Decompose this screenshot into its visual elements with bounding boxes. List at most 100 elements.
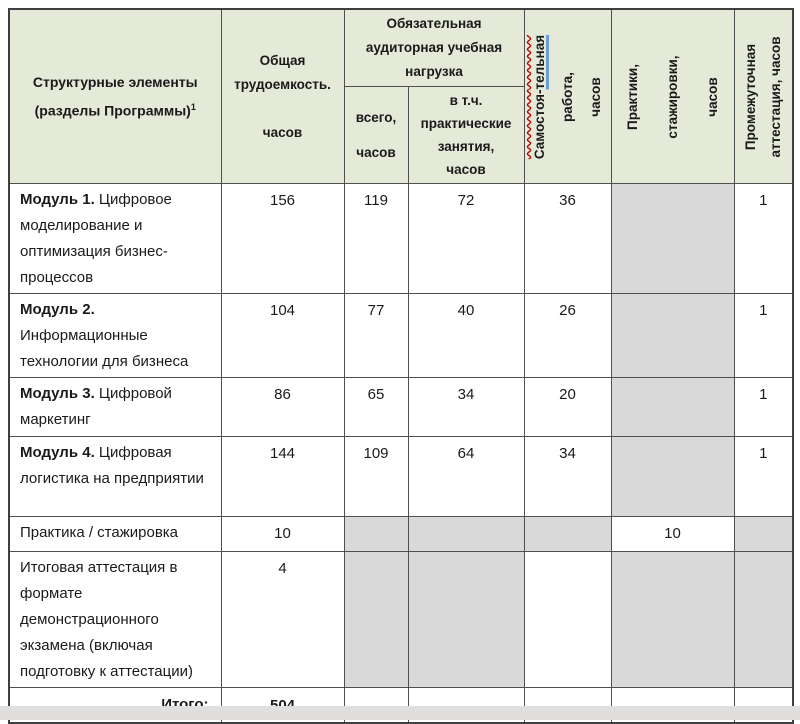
cell-module-2-practice-shaded[interactable] (610, 293, 735, 378)
col-header-classroom-practical[interactable]: в т.ч. практические занятия, часов (407, 86, 525, 184)
cell-practice-hours[interactable]: 10 (610, 516, 735, 552)
value: 109 (363, 445, 389, 462)
value: 10 (664, 525, 681, 542)
module-4-name: Цифровая логистика на предприятии (20, 444, 204, 487)
cell-module-3-total[interactable]: 86 (220, 377, 345, 437)
value: 144 (269, 445, 296, 462)
cell-practice-total[interactable]: 10 (220, 516, 345, 552)
cell-module-1-self[interactable]: 36 (523, 183, 612, 294)
header-row-sub: всего, часов в т.ч. практические занятия… (9, 86, 793, 184)
module-1-number: Модуль 1. (20, 191, 95, 208)
cell-module-1-practice-shaded[interactable] (610, 183, 735, 294)
cell-module-4-total[interactable]: 144 (220, 436, 345, 517)
table-row-module-4: Модуль 4. Цифровая логистика на предприя… (8, 436, 794, 517)
value: 119 (364, 192, 388, 209)
cell-module-4-interim[interactable]: 1 (733, 436, 794, 517)
value: 64 (457, 445, 475, 462)
table-row-practice: Практика / стажировка 10 10 (8, 516, 794, 552)
cell-module-3-interim[interactable]: 1 (733, 377, 794, 437)
module-1-name: Цифровое моделирование и оптимизация биз… (20, 191, 172, 286)
table-row-module-1: Модуль 1. Цифровое моделирование и оптим… (8, 183, 794, 294)
cell-practice-aud-total-shaded[interactable] (343, 516, 409, 552)
cell-practice-title[interactable]: Практика / стажировка (8, 516, 222, 552)
col-header-interim-attestation[interactable]: Промежуточная аттестация, часов (733, 8, 794, 184)
cell-module-2-self[interactable]: 26 (523, 293, 612, 378)
window-bottom-strip (0, 706, 800, 720)
value: 86 (274, 386, 291, 403)
table-row-final-attestation: Итоговая аттестация в формате демонстрац… (8, 551, 794, 688)
cell-module-4-aud-total[interactable]: 109 (343, 436, 409, 517)
cell-module-4-self[interactable]: 34 (523, 436, 612, 517)
col-header-structural-elements[interactable]: Структурные элементы (разделы Программы)… (8, 8, 222, 184)
col-header-classroom-load-group[interactable]: Обязательная аудиторная учебная нагрузка (343, 8, 525, 87)
cell-module-1-interim[interactable]: 1 (733, 183, 794, 294)
col-header-classroom-total[interactable]: всего, часов (343, 86, 409, 184)
value: 34 (457, 386, 475, 403)
module-4-number: Модуль 4. (20, 444, 95, 461)
table-row-module-2: Модуль 2. Информационные технологии для … (8, 293, 794, 378)
cell-module-2-title[interactable]: Модуль 2. Информационные технологии для … (8, 293, 222, 378)
col-header-total-workload[interactable]: Общая трудоемкость. часов (220, 8, 345, 184)
cell-final-practice-shaded[interactable] (610, 551, 735, 688)
cell-final-attestation-total[interactable]: 4 (220, 551, 345, 688)
value: 40 (457, 302, 475, 319)
grammar-blue-underline: тельная (531, 34, 547, 89)
cell-practice-aud-pract-shaded[interactable] (407, 516, 525, 552)
cell-final-aud-pract-shaded[interactable] (407, 551, 525, 688)
value: 72 (457, 192, 475, 209)
value: 65 (367, 386, 385, 403)
footnote-marker: 1 (190, 101, 196, 112)
value: 1 (759, 302, 768, 319)
final-attestation-label: Итоговая аттестация в формате демонстрац… (20, 559, 193, 680)
value: 4 (278, 560, 287, 577)
col-header-classroom-total-label: всего, часов (355, 110, 397, 160)
cell-module-1-title[interactable]: Модуль 1. Цифровое моделирование и оптим… (8, 183, 222, 294)
cell-module-3-practice-shaded[interactable] (610, 377, 735, 437)
table-row-total: Итого: 504 (8, 687, 794, 723)
cell-final-interim-shaded[interactable] (733, 551, 794, 688)
cell-module-4-aud-pract[interactable]: 64 (407, 436, 525, 517)
cell-module-1-total[interactable]: 156 (220, 183, 345, 294)
cell-final-self[interactable] (523, 551, 612, 688)
cell-practice-interim-shaded[interactable] (733, 516, 794, 552)
cell-module-2-aud-pract[interactable]: 40 (407, 293, 525, 378)
cell-practice-self-shaded[interactable] (523, 516, 612, 552)
module-3-number: Модуль 3. (20, 385, 95, 402)
col-header-structural-elements-label: Структурные элементы (разделы Программы) (32, 73, 198, 119)
value: 36 (559, 192, 576, 209)
col-header-classroom-load-label: Обязательная аудиторная учебная нагрузка (365, 16, 503, 79)
value: 26 (559, 302, 576, 319)
self-work-word-rest: работа, часов (559, 71, 603, 122)
cell-module-3-title[interactable]: Модуль 3. Цифровой маркетинг (8, 377, 222, 437)
cell-module-1-aud-total[interactable]: 119 (343, 183, 409, 294)
value: 20 (559, 386, 576, 403)
cell-module-4-practice-shaded[interactable] (610, 436, 735, 517)
col-header-total-workload-label: Общая трудоемкость. часов (234, 52, 331, 140)
cell-final-attestation-title[interactable]: Итоговая аттестация в формате демонстрац… (8, 551, 222, 688)
value: 77 (367, 302, 385, 319)
program-structure-table: Структурные элементы (разделы Программы)… (8, 8, 795, 724)
cell-module-2-aud-total[interactable]: 77 (343, 293, 409, 378)
cell-final-aud-total-shaded[interactable] (343, 551, 409, 688)
col-header-classroom-practical-label: в т.ч. практические занятия, часов (420, 93, 512, 177)
table-row-module-3: Модуль 3. Цифровой маркетинг 86 65 34 20… (8, 377, 794, 437)
cell-module-3-self[interactable]: 20 (523, 377, 612, 437)
value: 1 (759, 445, 768, 462)
col-header-self-work[interactable]: Самостоя-тельная работа, часов (523, 8, 612, 184)
module-2-name: Информационные технологии для бизнеса (20, 327, 189, 370)
cell-module-1-aud-pract[interactable]: 72 (407, 183, 525, 294)
value: 1 (759, 192, 768, 209)
cell-module-2-interim[interactable]: 1 (733, 293, 794, 378)
value: 1 (759, 386, 768, 403)
value: 104 (269, 302, 296, 319)
self-work-word-start: Самостоя- (531, 88, 547, 159)
cell-module-3-aud-pract[interactable]: 34 (407, 377, 525, 437)
value: 34 (559, 445, 576, 462)
cell-module-2-total[interactable]: 104 (220, 293, 345, 378)
spellcheck-wavy-underline: Самостоя-тельная (532, 34, 547, 158)
cell-module-4-title[interactable]: Модуль 4. Цифровая логистика на предприя… (8, 436, 222, 517)
module-3-name: Цифровой маркетинг (20, 385, 172, 428)
col-header-practice[interactable]: Практики, стажировки, часов (610, 8, 735, 184)
value: 156 (269, 192, 296, 209)
cell-module-3-aud-total[interactable]: 65 (343, 377, 409, 437)
